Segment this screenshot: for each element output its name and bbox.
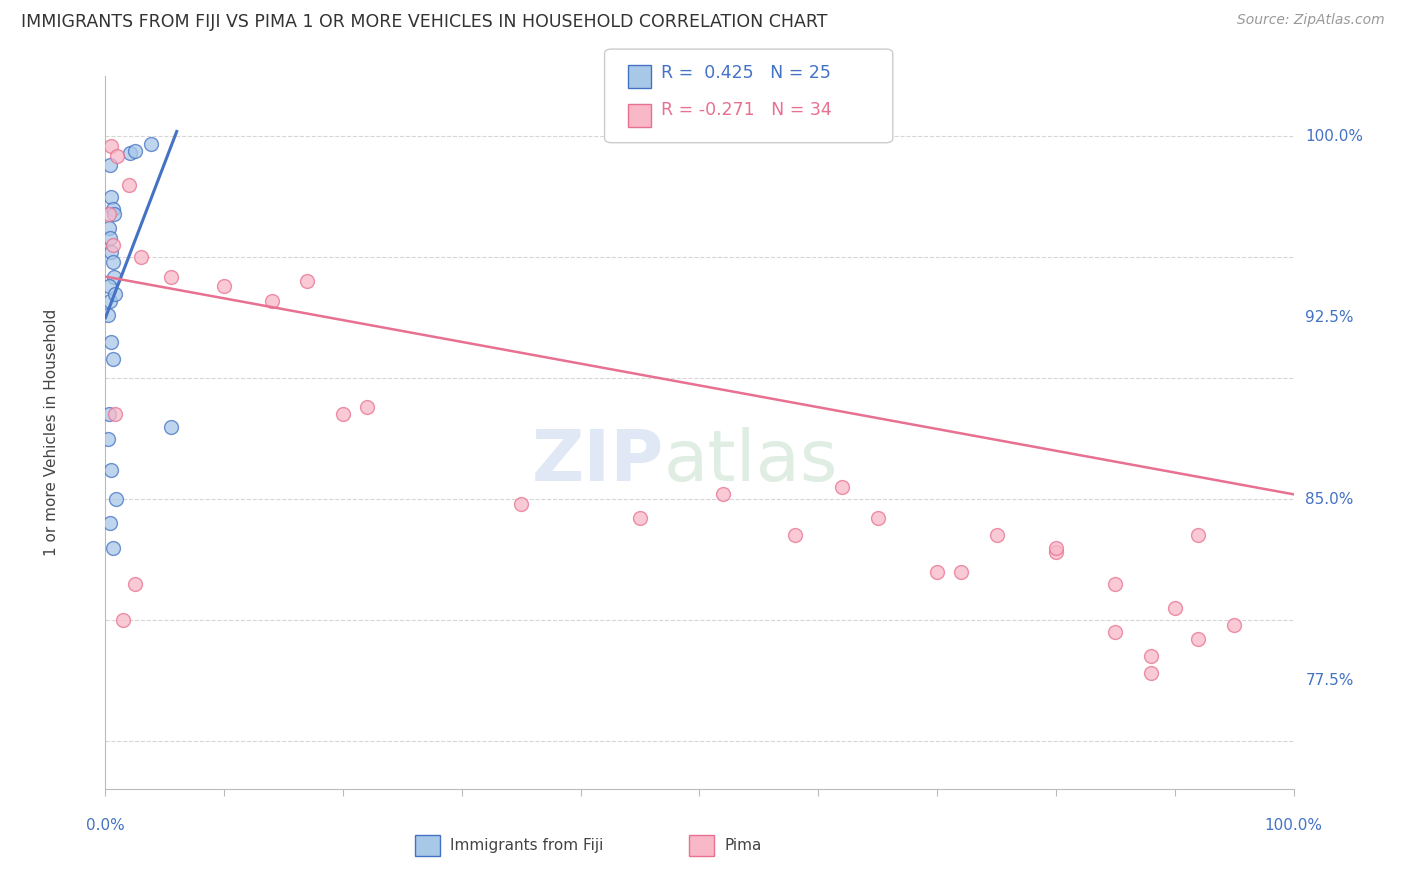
Point <box>124 144 146 158</box>
Text: 0.0%: 0.0% <box>86 818 125 833</box>
Point <box>1045 545 1067 559</box>
Point <box>711 487 734 501</box>
Point <box>101 202 124 216</box>
Point <box>98 158 121 172</box>
Text: 77.5%: 77.5% <box>1305 673 1354 688</box>
Point <box>100 190 122 204</box>
Point <box>831 480 853 494</box>
Point <box>783 528 806 542</box>
Point <box>101 255 124 269</box>
Text: Pima: Pima <box>724 838 762 853</box>
Point <box>98 231 121 245</box>
Text: 1 or more Vehicles in Household: 1 or more Vehicles in Household <box>45 309 59 557</box>
Point <box>510 497 533 511</box>
Text: 92.5%: 92.5% <box>1305 310 1354 326</box>
Point <box>105 492 128 507</box>
Point <box>159 419 181 434</box>
Text: 100.0%: 100.0% <box>1264 818 1323 833</box>
Point <box>98 279 121 293</box>
Point <box>98 408 121 422</box>
Point <box>129 250 152 264</box>
Point <box>1045 541 1067 555</box>
Point <box>1104 625 1126 640</box>
Point <box>1104 576 1126 591</box>
Point <box>98 516 121 531</box>
Point <box>104 408 127 422</box>
Text: Immigrants from Fiji: Immigrants from Fiji <box>450 838 603 853</box>
Text: 85.0%: 85.0% <box>1305 491 1354 507</box>
Point <box>1164 601 1187 615</box>
Point <box>101 238 124 252</box>
Point <box>97 432 120 446</box>
Text: Source: ZipAtlas.com: Source: ZipAtlas.com <box>1237 13 1385 28</box>
Point <box>112 613 135 627</box>
Point <box>139 136 162 151</box>
Point <box>214 279 236 293</box>
Text: R = -0.271   N = 34: R = -0.271 N = 34 <box>661 101 831 119</box>
Point <box>124 576 146 591</box>
Point <box>159 269 181 284</box>
Point <box>103 207 125 221</box>
Text: IMMIGRANTS FROM FIJI VS PIMA 1 OR MORE VEHICLES IN HOUSEHOLD CORRELATION CHART: IMMIGRANTS FROM FIJI VS PIMA 1 OR MORE V… <box>21 13 828 31</box>
Point <box>1187 528 1209 542</box>
Point <box>101 351 124 366</box>
Point <box>98 221 121 235</box>
Text: 100.0%: 100.0% <box>1305 128 1364 144</box>
Point <box>100 334 122 349</box>
Point <box>100 463 122 477</box>
Text: R =  0.425   N = 25: R = 0.425 N = 25 <box>661 64 831 82</box>
Point <box>101 541 124 555</box>
Point <box>628 511 651 525</box>
Point <box>297 275 319 289</box>
Point <box>925 565 948 579</box>
Point <box>1223 618 1246 632</box>
Text: ZIP: ZIP <box>531 426 664 496</box>
Point <box>356 401 378 415</box>
Point <box>1140 649 1163 664</box>
Point <box>104 286 127 301</box>
Point <box>100 139 122 153</box>
Point <box>866 511 889 525</box>
Point <box>1140 666 1163 681</box>
Point <box>949 565 972 579</box>
Point <box>98 207 121 221</box>
Point <box>986 528 1008 542</box>
Point <box>105 148 128 162</box>
Point <box>100 245 122 260</box>
Point <box>120 146 142 161</box>
Point <box>97 308 120 322</box>
Point <box>260 293 283 308</box>
Point <box>118 178 141 192</box>
Point <box>1187 632 1209 647</box>
Point <box>332 408 354 422</box>
Point <box>98 293 121 308</box>
Text: atlas: atlas <box>664 426 838 496</box>
Point <box>103 269 125 284</box>
